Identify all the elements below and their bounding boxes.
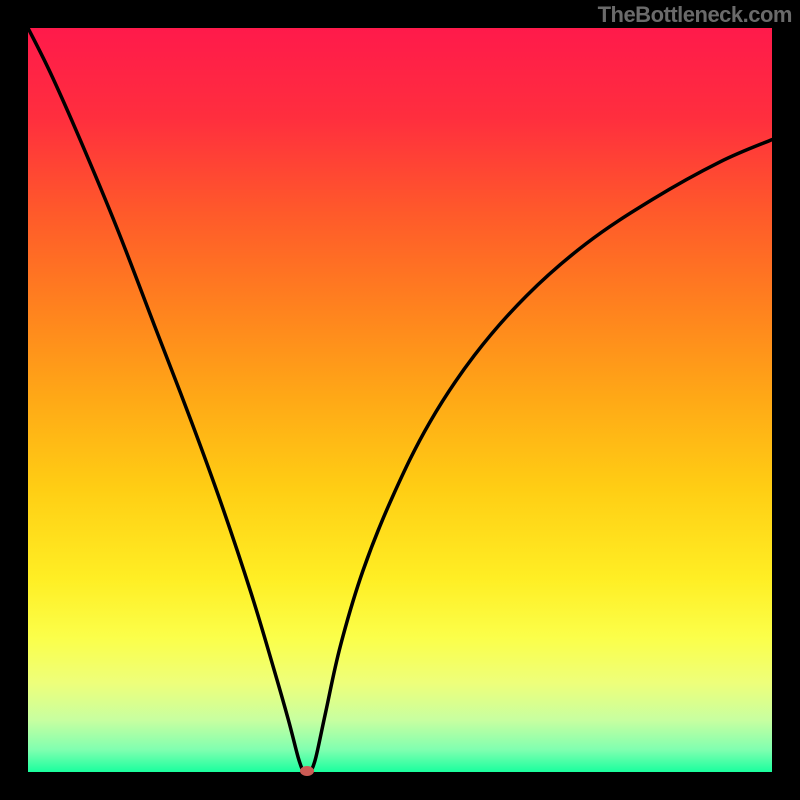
bottleneck-chart: [0, 0, 800, 800]
chart-container: TheBottleneck.com: [0, 0, 800, 800]
minimum-marker: [300, 766, 314, 776]
watermark-text: TheBottleneck.com: [598, 2, 792, 28]
